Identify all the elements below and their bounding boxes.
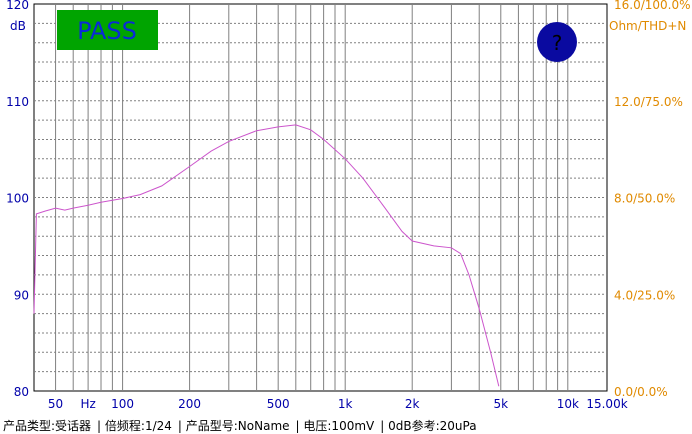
right-axis-unit: Ohm/THD+N [609, 19, 686, 33]
pass-badge [57, 10, 158, 50]
y-tick-label: 120 [6, 0, 29, 12]
right-tick-label: 12.0/75.0% [614, 95, 683, 109]
reference-setting: 0dB参考:20uPa [388, 419, 477, 433]
octave-setting: 倍频程:1/24 [104, 419, 172, 433]
x-tick-label: 10k [557, 397, 579, 411]
x-tick-label: 100 [111, 397, 134, 411]
right-tick-label: 0.0/0.0% [614, 385, 668, 399]
response-curve [33, 124, 500, 387]
footer-info: 产品类型:受话器 | 倍频程:1/24 | 产品型号:NoName | 电压:100m… [3, 419, 477, 433]
right-tick-label: 4.0/25.0% [614, 288, 675, 302]
x-tick-label: 500 [267, 397, 290, 411]
right-tick-label: 8.0/50.0% [614, 192, 675, 206]
product-type: 产品类型:受话器 [3, 419, 92, 433]
x-tick-label: 5k [493, 397, 508, 411]
left-axis-unit: dB [10, 19, 26, 33]
curve-layer [33, 124, 500, 387]
right-tick-label: 16.0/100.0% [614, 0, 691, 12]
chart-grid [33, 3, 608, 392]
x-tick-label: 50 [48, 397, 63, 411]
x-axis: 50 100 200 500 1k 2k 5k 10k 15.00k Hz [48, 397, 628, 411]
product-model: 产品型号:NoName [185, 419, 290, 433]
y-tick-label: 90 [14, 288, 29, 302]
x-tick-label: 15.00k [586, 397, 627, 411]
status-marker-text: ? [552, 31, 563, 55]
y-tick-label: 110 [6, 95, 29, 109]
x-tick-label: 1k [338, 397, 353, 411]
x-tick-label: 200 [178, 397, 201, 411]
pass-badge-text: PASS [77, 17, 137, 45]
right-axis: 0.0/0.0% 4.0/25.0% 8.0/50.0% 12.0/75.0% 16.0… [614, 0, 691, 399]
x-unit-label: Hz [80, 397, 95, 411]
y-tick-label: 100 [6, 192, 29, 206]
left-axis: 80 90 100 110 120 [6, 0, 29, 399]
voltage-setting: 电压:100mV [303, 419, 375, 433]
status-marker [537, 22, 577, 62]
y-tick-label: 80 [14, 385, 29, 399]
x-tick-label: 2k [405, 397, 420, 411]
